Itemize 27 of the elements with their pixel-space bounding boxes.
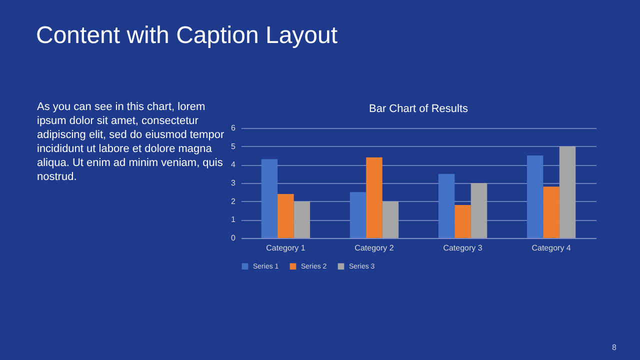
x-tick-label: Category 3 <box>443 244 483 252</box>
text: 8 <box>612 343 616 352</box>
y-tick-label: 1 <box>231 215 236 224</box>
bar <box>382 201 399 238</box>
bar <box>526 156 544 238</box>
text: As you can see in this chart, lorem ipsum dolor sit amet, consectetur adipiscing elit, sed do eiusmod tempor incididunt ut labore et dolore magna aliqua. Ut enim ad minim veniam, quis nostrud. <box>37 100 225 184</box>
y-tick-label: 6 <box>231 124 236 132</box>
bar <box>366 157 382 238</box>
bar <box>261 159 278 238</box>
y-tick-label: 5 <box>231 142 236 151</box>
bar <box>559 146 576 238</box>
chart-title: Bar Chart of Results <box>368 103 469 115</box>
y-tick-label: 3 <box>231 178 236 188</box>
bar <box>454 205 471 238</box>
bar <box>438 174 455 238</box>
bar <box>278 194 294 238</box>
y-tick-label: 4 <box>231 160 236 170</box>
bar <box>350 192 366 238</box>
x-tick-label: Category 4 <box>532 244 572 252</box>
x-tick-label: Category 1 <box>266 244 306 252</box>
y-tick-label: 0 <box>231 234 236 242</box>
text: Content with Caption Layout <box>36 22 338 50</box>
x-tick-label: Category 2 <box>354 244 394 252</box>
y-tick-label: 2 <box>231 196 236 206</box>
bar <box>294 201 310 238</box>
bar <box>470 183 488 238</box>
bar <box>543 186 560 238</box>
